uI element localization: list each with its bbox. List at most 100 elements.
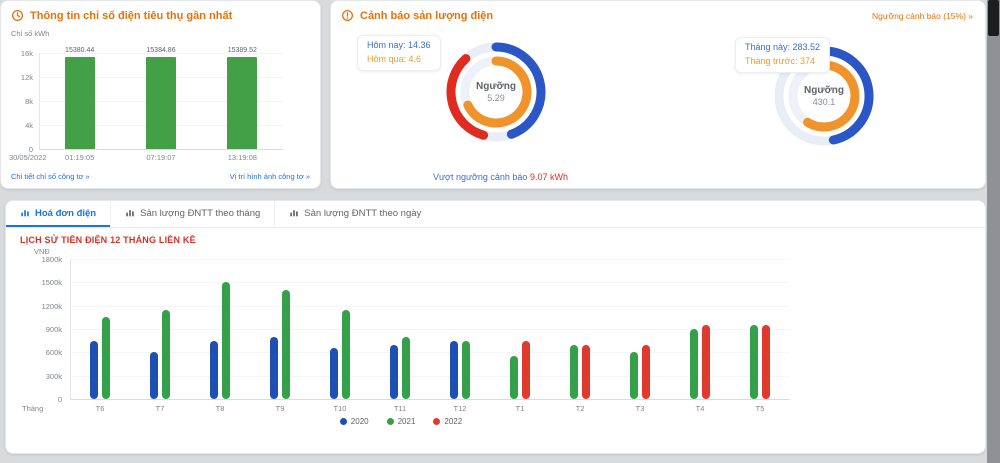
- history-tick-label: 900k: [45, 325, 62, 334]
- meter-y-axis-caption: Chỉ số kWh: [11, 29, 50, 38]
- legend-label-2020: 2020: [350, 417, 369, 426]
- bar-2021-T6: [102, 317, 110, 399]
- legend-item-2022[interactable]: 2022: [433, 417, 462, 426]
- meter-consumption-chart: 16k 12k 8k 4k 0 15380.44 01:19:05 15384.86 07:19…: [9, 39, 314, 167]
- meter-tick-label: 12k: [20, 73, 33, 82]
- bar-2022-T5: [762, 325, 770, 399]
- tab-production-daily-label: Sản lượng ĐNTT theo ngày: [304, 207, 422, 219]
- history-gridline: [70, 305, 790, 307]
- tab-production-daily[interactable]: Sản lượng ĐNTT theo ngày: [274, 201, 435, 227]
- history-x-label: T6: [95, 404, 105, 413]
- bar-2020-T10: [330, 348, 338, 399]
- meter-bar-value: 15389.52: [227, 46, 257, 54]
- daily-stats-box: Hôm nay: 14.36 Hôm qua: 4.6: [357, 35, 441, 71]
- meter-gridline: [39, 149, 283, 150]
- bar-2022-T3: [642, 344, 650, 399]
- scrollbar-track[interactable]: [987, 0, 1000, 463]
- bills-card: Hoá đơn điện Sản lượng ĐNTT theo tháng S…: [5, 200, 986, 454]
- history-tick-label: 300k: [45, 371, 62, 381]
- meter-bar-value: 15384.86: [146, 46, 176, 54]
- alert-card-header: Cảnh báo sản lượng điện Ngưỡng cảnh báo …: [331, 1, 985, 24]
- threshold-exceeded-note: Vượt ngưỡng cảnh báo 9.07 kWh: [433, 172, 568, 182]
- bar-2021-T10: [342, 309, 350, 399]
- last-month-stat: Tháng trước: 374: [745, 55, 815, 66]
- threshold-settings-link[interactable]: Ngưỡng cảnh báo (15%) »: [871, 10, 973, 21]
- meter-bar: [64, 56, 95, 149]
- history-gridline: [70, 329, 790, 330]
- bar-2020-T8: [210, 340, 218, 399]
- tab-production-monthly[interactable]: Sản lượng ĐNTT theo tháng: [110, 201, 274, 227]
- bar-2021-T7: [162, 309, 170, 399]
- meter-bar: [146, 56, 176, 149]
- history-gridline: [70, 282, 790, 284]
- chart-legend: 2020 2021 2022: [6, 417, 796, 426]
- tab-production-monthly-label: Sản lượng ĐNTT theo tháng: [140, 207, 261, 219]
- meter-tick-label: 4k: [25, 121, 33, 130]
- today-stat: Hôm nay: 14.36: [367, 40, 431, 50]
- bar-2021-T2: [570, 344, 578, 399]
- history-gridline: [70, 399, 790, 400]
- history-x-label: T1: [515, 404, 525, 413]
- meter-card-header: Thông tin chỉ số điện tiêu thụ gần nhất: [1, 1, 320, 24]
- legend-dot-2020: [339, 418, 347, 425]
- alert-card: Cảnh báo sản lượng điện Ngưỡng cảnh báo …: [330, 0, 986, 189]
- history-y-axis-line: [70, 259, 71, 399]
- this-month-stat: Tháng này: 283.52: [745, 42, 821, 52]
- bar-chart-icon: [20, 208, 30, 218]
- history-gridline: [70, 375, 790, 377]
- monthly-stats-box: Tháng này: 283.52 Tháng trước: 374: [735, 37, 831, 73]
- billing-history-chart: VNĐ 1800k 1500k 1200k 900k 600k 300k 0 T6 T7 T8 T9 T…: [16, 247, 975, 417]
- meter-x-label: 13:19:08: [227, 153, 257, 162]
- meter-bar: [227, 56, 258, 149]
- meter-tick-label: 16k: [20, 49, 33, 58]
- history-x-axis-caption: Tháng: [22, 404, 44, 413]
- daily-gauge-section: Hôm nay: 14.36 Hôm qua: 4.6 Ngưỡng 5.29 …: [353, 27, 665, 187]
- meter-card: Thông tin chỉ số điện tiêu thụ gần nhất …: [0, 0, 321, 189]
- bar-2021-T4: [690, 329, 698, 399]
- history-tick-label: 1500k: [41, 278, 62, 288]
- meter-date-label: 30/05/2022: [9, 153, 47, 162]
- history-x-label: T9: [275, 404, 285, 413]
- history-tick-label: 0: [57, 395, 62, 404]
- bar-2022-T2: [582, 344, 590, 399]
- legend-dot-2021: [386, 418, 394, 425]
- tab-invoices[interactable]: Hoá đơn điện: [6, 201, 111, 227]
- meter-gridline: [39, 53, 283, 54]
- bar-2020-T6: [90, 340, 98, 399]
- bar-2021-T11: [402, 336, 410, 399]
- bar-chart-icon: [125, 208, 135, 218]
- scrollbar-thumb[interactable]: [988, 0, 999, 36]
- bar-2021-T1: [510, 356, 518, 399]
- tab-invoices-label: Hoá đơn điện: [35, 207, 97, 219]
- bar-2021-T3: [630, 352, 638, 399]
- history-tick-label: 1800k: [41, 255, 62, 264]
- history-x-label: T7: [155, 404, 165, 413]
- meter-detail-link[interactable]: Chi tiết chỉ số công tơ »: [11, 172, 90, 181]
- history-tick-label: 1200k: [41, 301, 62, 311]
- meter-x-label: 07:19:07: [146, 153, 176, 162]
- history-gridline: [70, 259, 790, 260]
- alert-card-title: Cảnh báo sản lượng điện: [360, 9, 494, 22]
- legend-item-2020[interactable]: 2020: [339, 417, 369, 426]
- meter-tick-label: 8k: [25, 97, 33, 106]
- bar-2022-T4: [702, 325, 710, 399]
- clock-icon: [11, 9, 24, 22]
- history-x-label: T12: [453, 404, 467, 413]
- bar-chart-icon: [289, 208, 299, 218]
- alert-circle-icon: [341, 9, 354, 22]
- legend-item-2021[interactable]: 2021: [386, 417, 415, 426]
- bar-2021-T8: [222, 282, 230, 399]
- history-x-label: T3: [635, 404, 645, 413]
- bar-2022-T1: [522, 340, 530, 399]
- bar-2021-T12: [462, 340, 470, 399]
- history-x-label: T10: [333, 404, 347, 413]
- vnd-axis-caption: VNĐ: [34, 247, 50, 256]
- meter-y-axis-line: [39, 53, 40, 149]
- history-x-label: T11: [393, 404, 407, 413]
- history-x-label: T5: [755, 404, 765, 413]
- meter-image-link[interactable]: Vị trí hình ảnh công tơ »: [229, 172, 310, 181]
- meter-links-row: Chi tiết chỉ số công tơ » Vị trí hình ản…: [11, 172, 310, 181]
- meter-card-title: Thông tin chỉ số điện tiêu thụ gần nhất: [30, 9, 233, 22]
- bar-2021-T5: [750, 325, 758, 399]
- bills-tabs: Hoá đơn điện Sản lượng ĐNTT theo tháng S…: [6, 201, 985, 228]
